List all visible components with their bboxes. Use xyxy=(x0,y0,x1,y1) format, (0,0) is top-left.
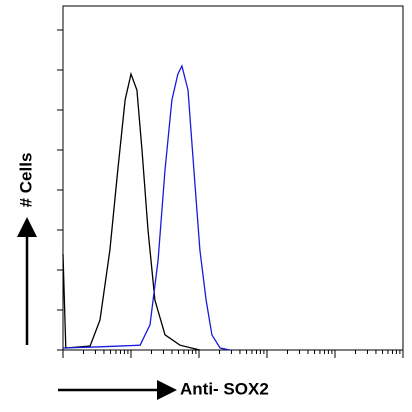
histogram-curve xyxy=(62,64,231,351)
y-axis-label: # Cells xyxy=(16,153,35,208)
histogram-curve xyxy=(62,71,201,351)
plot-frame xyxy=(62,5,404,351)
x-axis-label: Anti- SOX2 xyxy=(180,379,269,398)
